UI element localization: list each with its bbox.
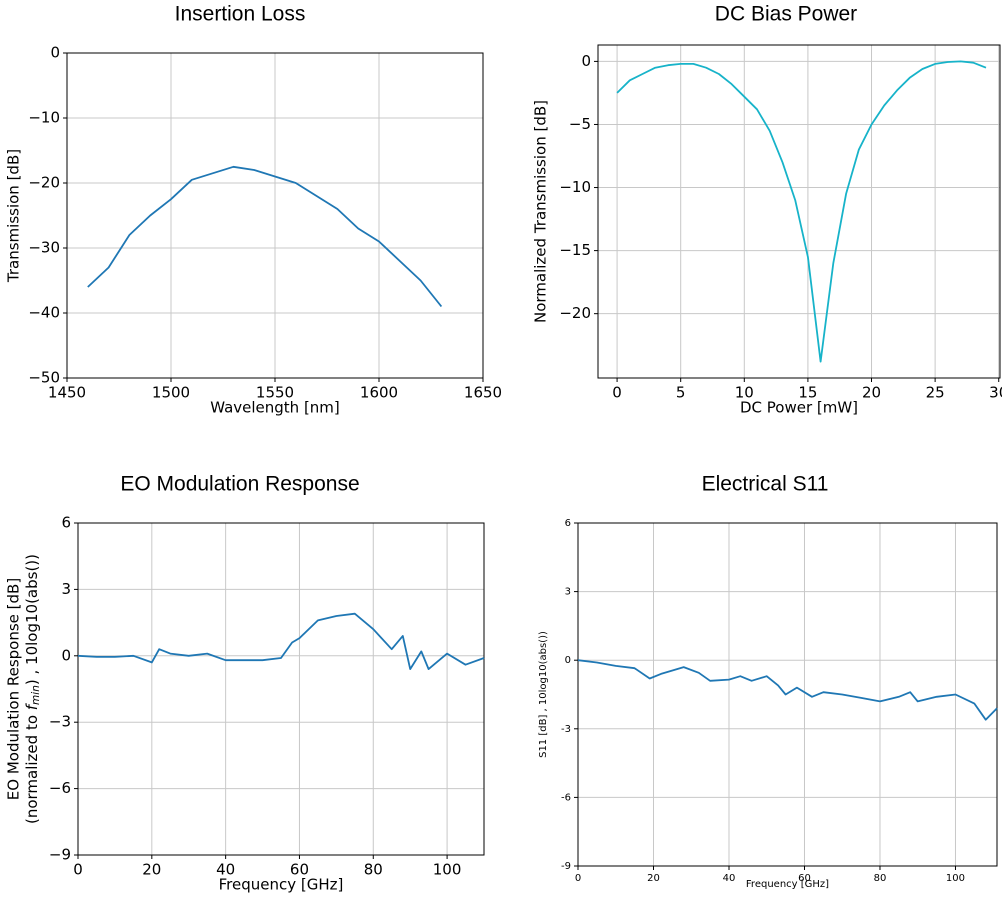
y-axis-label: Normalized Transmission [dB] — [532, 100, 550, 323]
y-tick-label: −20 — [28, 174, 60, 192]
x-tick-label: 0 — [612, 384, 622, 402]
y-tick-label: −10 — [559, 178, 591, 196]
x-tick-label: 0 — [575, 873, 581, 884]
x-tick-label: 0 — [73, 861, 83, 879]
data-line — [77, 612, 485, 670]
chart-panel: Insertion Loss 1450 1500 1550 1600 1650 0 −10 −2… — [5, 3, 503, 417]
y-tick-label: −30 — [28, 239, 60, 257]
y-tick-label: −5 — [569, 115, 591, 133]
plot-frame — [66, 52, 484, 379]
x-tick-label: 5 — [676, 384, 686, 402]
x-tick-label: 1450 — [48, 384, 86, 402]
x-tick-label: 1600 — [360, 384, 398, 402]
x-tick-label: 30 — [989, 384, 1002, 402]
y-tick-label: -6 — [561, 792, 571, 803]
chart-title: EO Modulation Response — [120, 473, 359, 496]
plot-frame — [577, 522, 998, 867]
data-line — [577, 659, 998, 721]
label-part: (normalized to — [23, 710, 41, 824]
y-tick-label: −9 — [49, 846, 71, 864]
chart-title: Insertion Loss — [175, 3, 306, 26]
plot-frame — [77, 522, 485, 856]
y-tick-label: 0 — [581, 52, 591, 70]
y-axis-label: S11 [dB] , 10log10(abs()) — [538, 631, 549, 758]
y-tick-label: −20 — [559, 304, 591, 322]
y-tick-label: −50 — [28, 369, 60, 387]
x-tick-label: 100 — [433, 861, 462, 879]
label-part: f — [23, 702, 41, 710]
data-line — [616, 60, 987, 363]
x-tick-label: 60 — [798, 873, 811, 884]
chart-title: Electrical S11 — [702, 473, 829, 496]
y-tick-label: -3 — [561, 724, 571, 735]
x-tick-label: 40 — [723, 873, 736, 884]
y-axis-label: (normalized to fmin) , 10log10(abs()) — [23, 554, 43, 824]
x-tick-label: 1500 — [152, 384, 190, 402]
data-line — [87, 165, 443, 308]
x-tick-label: 80 — [874, 873, 887, 884]
x-tick-label: 1550 — [256, 384, 294, 402]
y-tick-label: 6 — [565, 518, 571, 529]
x-tick-label: 20 — [647, 873, 660, 884]
x-tick-label: 10 — [735, 384, 754, 402]
x-axis-label: Frequency [GHz] — [219, 876, 344, 894]
y-tick-label: 3 — [61, 580, 71, 598]
chart-title: DC Bias Power — [715, 3, 857, 26]
y-tick-label: −15 — [559, 241, 591, 259]
x-axis-label: Wavelength [nm] — [210, 399, 340, 417]
chart-panel: DC Bias Power 0 5 10 15 20 25 30 0 −5 −10 −15 −20 DC … — [532, 3, 1002, 417]
y-tick-label: 0 — [50, 44, 60, 62]
y-tick-label: −3 — [49, 713, 71, 731]
y-axis-label: Transmission [dB] — [5, 149, 23, 283]
x-axis-label: DC Power [mW] — [740, 399, 858, 417]
y-tick-label: 6 — [61, 514, 71, 532]
x-tick-label: 80 — [364, 861, 383, 879]
label-part: ) , 10log10(abs()) — [23, 554, 41, 685]
y-tick-label: −10 — [28, 109, 60, 127]
label-part: min — [30, 685, 42, 705]
x-tick-label: 40 — [216, 861, 235, 879]
y-axis-label: EO Modulation Response [dB] — [5, 578, 23, 800]
x-tick-label: 100 — [946, 873, 965, 884]
x-tick-label: 1650 — [464, 384, 502, 402]
y-tick-label: -9 — [561, 861, 571, 872]
y-tick-label: −6 — [49, 779, 71, 797]
plot-frame — [597, 44, 1001, 379]
x-tick-label: 20 — [142, 861, 161, 879]
x-axis-label: Frequency [GHz] — [746, 879, 829, 890]
chart-panel: Electrical S11 0 20 40 60 80 100 -9 -6 -3 0 3 6 Frequ… — [538, 473, 998, 890]
y-tick-label: −40 — [28, 304, 60, 322]
x-tick-label: 25 — [926, 384, 945, 402]
y-tick-label: 0 — [565, 655, 571, 666]
x-tick-label: 15 — [798, 384, 817, 402]
y-tick-label: 0 — [61, 646, 71, 664]
y-tick-label: 3 — [565, 587, 571, 598]
x-tick-label: 60 — [290, 861, 309, 879]
x-tick-label: 20 — [862, 384, 881, 402]
